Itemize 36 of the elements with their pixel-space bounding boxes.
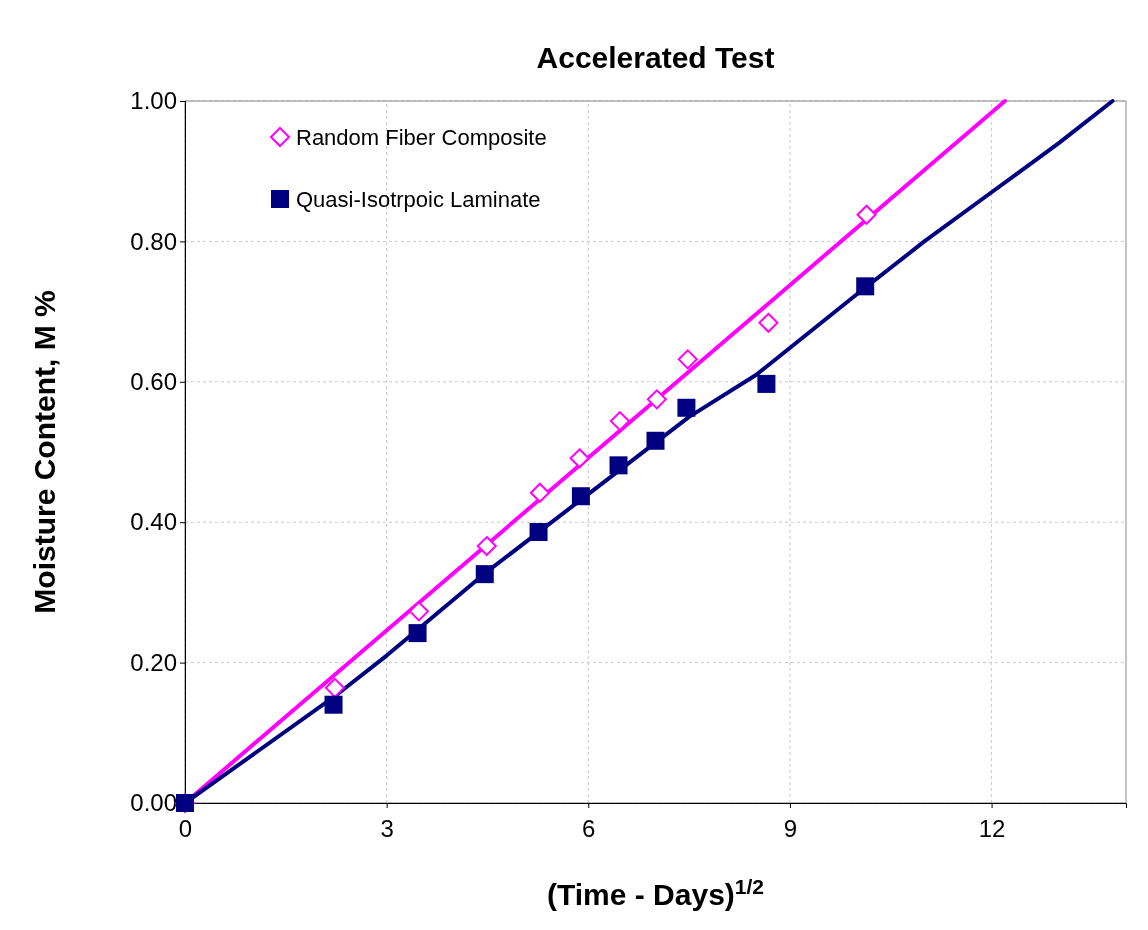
- chart-title: Accelerated Test: [536, 41, 775, 74]
- y-tick-label: 0.20: [130, 648, 177, 676]
- point: [758, 312, 779, 333]
- point: [646, 431, 665, 450]
- x-tick-label: 9: [783, 815, 798, 843]
- point: [324, 677, 345, 698]
- x-tick-label: 12: [978, 815, 1006, 843]
- point: [856, 204, 877, 225]
- point: [571, 487, 590, 506]
- point: [856, 277, 875, 296]
- x-tick-label: 0: [178, 815, 193, 843]
- point: [324, 695, 343, 714]
- point: [677, 349, 698, 370]
- point: [646, 389, 667, 410]
- x-tick-label: 6: [582, 815, 596, 843]
- point: [609, 456, 628, 475]
- point: [475, 565, 494, 584]
- y-tick-label: 0.60: [130, 367, 177, 395]
- y-tick-label: 1.00: [130, 87, 177, 115]
- point: [529, 523, 548, 542]
- y-tick-label: 0.80: [130, 227, 177, 255]
- point: [757, 374, 776, 393]
- y-tick-label: 0.40: [130, 508, 177, 536]
- y-axis-title: Moisture Content, M %: [28, 290, 61, 614]
- point: [529, 482, 550, 503]
- point: [677, 398, 696, 417]
- point: [476, 536, 497, 557]
- y-tick-label: 0.00: [130, 789, 177, 817]
- legend-label: Random Fiber Composite: [296, 125, 547, 150]
- legend-label: Quasi-Isotrpoic Laminate: [296, 187, 541, 212]
- x-axis-title: (Time - Days)$^{1/2}$: [546, 874, 765, 911]
- point: [609, 411, 630, 432]
- point: [408, 601, 429, 622]
- point: [569, 448, 590, 469]
- x-tick-label: 3: [380, 815, 394, 843]
- point: [408, 624, 427, 643]
